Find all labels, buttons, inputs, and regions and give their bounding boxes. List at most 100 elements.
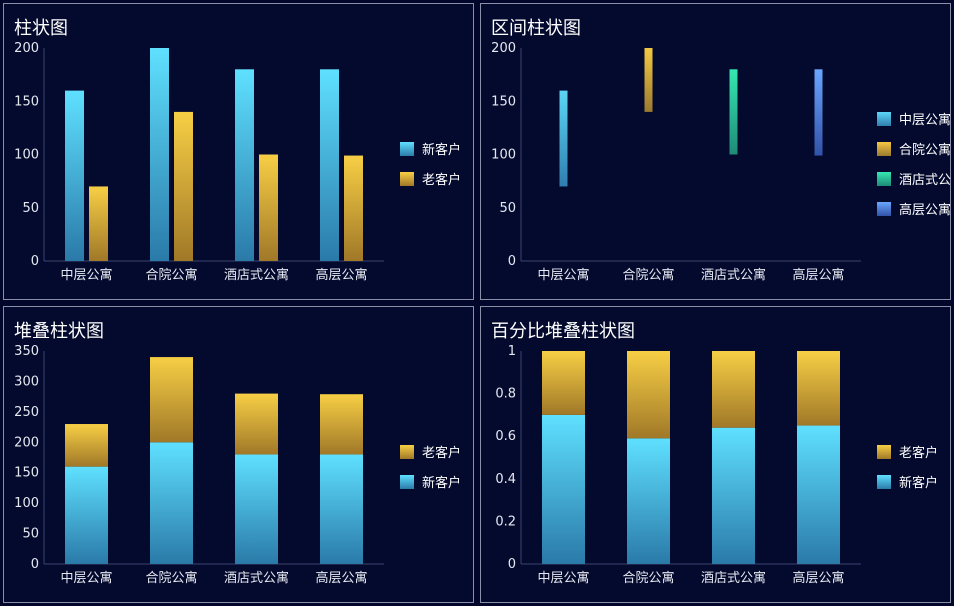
x-category-label: 中层公寓 [60, 570, 112, 586]
x-category-label: 合院公寓 [622, 267, 674, 283]
stacked-bar-chart-svg: 0 50 100 150 200 250 300 350 中层公寓 合院公寓 酒店式公寓 高层公寓 老客… [14, 344, 461, 586]
y-tick-label: 200 [14, 41, 39, 56]
y-tick-label: 0 [508, 557, 516, 572]
y-tick-label: 150 [14, 94, 39, 109]
stacked-bar-segment [627, 438, 670, 564]
chart-title: 区间柱状图 [491, 18, 581, 39]
chart-title: 百分比堆叠柱状图 [491, 321, 635, 342]
chart-title: 堆叠柱状图 [14, 321, 104, 342]
x-category-label: 中层公寓 [537, 267, 589, 283]
legend-swatch [400, 142, 414, 156]
stacked-bar-segment [542, 351, 585, 415]
stacked-bar-segment [627, 351, 670, 439]
chart-panel-stacked-bar: 堆叠柱状图 0 50 100 150 200 250 300 350 中层公寓 合院公寓 酒店式公寓… [3, 306, 474, 603]
x-category-label: 合院公寓 [622, 570, 674, 586]
bar [320, 69, 339, 261]
legend-swatch [400, 172, 414, 186]
range-bar [644, 48, 653, 112]
x-category-label: 高层公寓 [792, 267, 844, 283]
bar [65, 90, 84, 261]
bar [259, 154, 278, 261]
y-tick-label: 0 [508, 254, 516, 269]
legend-label: 新客户 [422, 475, 461, 491]
chart-title: 柱状图 [14, 18, 68, 39]
y-tick-label: 150 [491, 94, 516, 109]
y-tick-label: 100 [14, 148, 39, 163]
range-bar [814, 69, 823, 156]
y-tick-label: 0.8 [495, 387, 516, 402]
y-tick-label: 200 [491, 41, 516, 56]
range-bar [729, 69, 738, 155]
legend-label: 中层公寓 [899, 112, 951, 128]
y-tick-label: 50 [22, 527, 39, 542]
stacked-bar-segment [65, 424, 108, 467]
stacked-bar-segment [235, 393, 278, 455]
y-tick-label: 200 [14, 435, 39, 450]
stacked-bar-segment [712, 427, 755, 564]
chart-panel-percent-stacked-bar: 百分比堆叠柱状图 0 0.2 0.4 0.6 0.8 1 中层公寓 合院公寓 酒店式公寓 高层公寓… [480, 306, 951, 603]
y-tick-label: 250 [14, 405, 39, 420]
legend-swatch [877, 202, 891, 216]
range-bar [559, 90, 568, 187]
stacked-bar-segment [712, 351, 755, 428]
bar [235, 69, 254, 261]
legend-label: 老客户 [899, 445, 938, 461]
y-tick-label: 1 [508, 344, 516, 359]
legend-label: 酒店式公寓 [899, 172, 952, 188]
y-tick-label: 300 [14, 374, 39, 389]
stacked-bar-segment [235, 454, 278, 564]
stacked-bar-segment [797, 351, 840, 426]
legend-swatch [400, 445, 414, 459]
y-tick-label: 0.6 [495, 429, 516, 444]
stacked-bar-segment [320, 454, 363, 564]
legend-swatch [877, 475, 891, 489]
stacked-bar-segment [320, 394, 363, 455]
x-category-label: 酒店式公寓 [224, 570, 289, 586]
x-category-label: 高层公寓 [315, 570, 367, 586]
x-category-label: 高层公寓 [315, 267, 367, 283]
chart-panel-bar: 柱状图 0 50 100 150 200 中层公寓 合院公寓 酒店式公寓 高层公寓 新客户老客户 [3, 3, 474, 300]
y-tick-label: 0.4 [495, 472, 516, 487]
x-category-label: 酒店式公寓 [701, 570, 766, 586]
legend-swatch [400, 475, 414, 489]
y-tick-label: 0 [31, 254, 39, 269]
bar [89, 186, 108, 261]
stacked-bar-segment [65, 466, 108, 564]
legend-swatch [877, 172, 891, 186]
x-category-label: 中层公寓 [537, 570, 589, 586]
x-category-label: 酒店式公寓 [701, 267, 766, 283]
chart-panel-range-bar: 区间柱状图 0 50 100 150 200 中层公寓 合院公寓 酒店式公寓 高层公寓 中层公寓合… [480, 3, 952, 300]
stacked-bar-segment [797, 425, 840, 564]
legend-label: 合院公寓 [899, 142, 951, 158]
y-tick-label: 0 [31, 557, 39, 572]
bar [344, 155, 363, 261]
legend-label: 老客户 [422, 445, 461, 461]
y-tick-label: 100 [14, 496, 39, 511]
bar [174, 111, 193, 262]
legend-swatch [877, 445, 891, 459]
stacked-bar-segment [150, 357, 193, 443]
stacked-bar-segment [542, 414, 585, 564]
x-category-label: 高层公寓 [792, 570, 844, 586]
x-category-label: 合院公寓 [145, 267, 197, 283]
legend-label: 新客户 [422, 142, 461, 158]
legend-label: 新客户 [899, 475, 938, 491]
stacked-bar-segment [150, 442, 193, 564]
bar [150, 48, 169, 261]
y-tick-label: 150 [14, 466, 39, 481]
legend-swatch [877, 142, 891, 156]
y-tick-label: 350 [14, 344, 39, 359]
y-tick-label: 0.2 [495, 514, 516, 529]
x-category-label: 酒店式公寓 [224, 267, 289, 283]
y-tick-label: 100 [491, 148, 516, 163]
legend-swatch [877, 112, 891, 126]
y-tick-label: 50 [22, 201, 39, 216]
legend-label: 高层公寓 [899, 202, 951, 218]
x-category-label: 中层公寓 [60, 267, 112, 283]
legend-label: 老客户 [422, 172, 461, 188]
x-category-label: 合院公寓 [145, 570, 197, 586]
y-tick-label: 50 [499, 201, 516, 216]
